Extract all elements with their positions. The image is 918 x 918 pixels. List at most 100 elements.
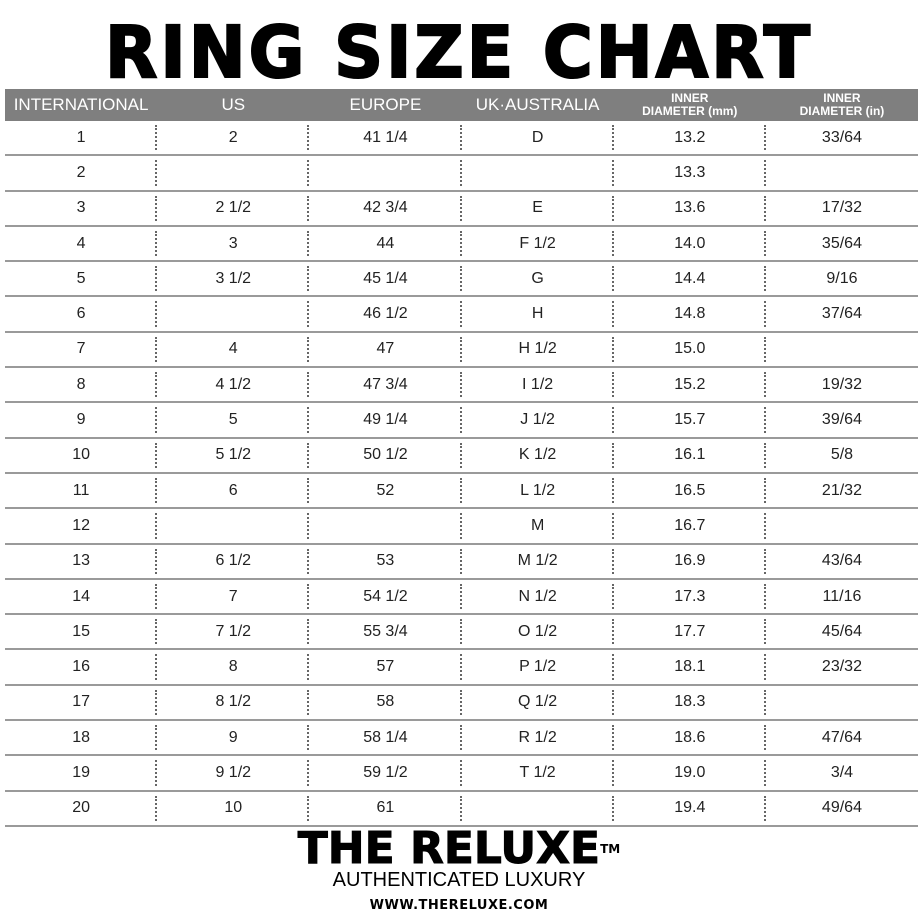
header-label: DIAMETER (in) (799, 104, 885, 118)
brand-logo: THE RELUXETM AUTHENTICATED LUXURY WWW.TH… (0, 823, 918, 913)
cell-international: 9 (5, 403, 158, 436)
cell-us: 2 (157, 121, 310, 154)
cell-uk-australia: T 1/2 (462, 756, 614, 789)
table-row: 10 5 1/2 50 1/2 K 1/2 16.1 5/8 (5, 439, 918, 474)
cell-uk-australia: J 1/2 (462, 403, 614, 436)
table-header: INTERNATIONAL US EUROPE UK·AUSTRALIA INNER DI… (5, 89, 918, 121)
cell-europe: 47 (309, 333, 462, 366)
cell-europe (309, 156, 462, 189)
cell-uk-australia: H (462, 297, 614, 330)
cell-diameter-in: 39/64 (821, 411, 862, 429)
cell-europe: 55 3/4 (309, 615, 462, 648)
cell-diameter-in: 19/32 (821, 375, 862, 393)
header-label: INTERNATIONAL (13, 95, 149, 114)
cell-us: 5 (157, 403, 310, 436)
cell-diameter-mm: 16.9 (614, 545, 767, 578)
cell-diameter-in (766, 509, 918, 542)
cell-uk-australia: N 1/2 (462, 580, 614, 613)
cell-uk-australia: P 1/2 (462, 650, 614, 683)
cell-diameter-in: 23/32 (821, 658, 862, 676)
cell-us: 3 1/2 (157, 262, 310, 295)
cell-diameter-mm: 16.1 (614, 439, 767, 472)
cell-uk-australia: E (462, 192, 614, 225)
cell-europe: 59 1/2 (309, 756, 462, 789)
cell-diameter-in: 3/4 (830, 763, 854, 781)
cell-europe (309, 509, 462, 542)
cell-us: 7 1/2 (157, 615, 310, 648)
cell-international: 8 (5, 368, 158, 401)
trademark: TM (600, 842, 621, 856)
cell-uk-australia: K 1/2 (462, 439, 614, 472)
cell-diameter-mm: 13.3 (614, 156, 767, 189)
table-row: 20 10 61 19.4 49/64 (5, 792, 918, 827)
cell-international: 4 (5, 227, 158, 260)
header-us: US (157, 89, 309, 121)
cell-international: 3 (5, 192, 158, 225)
cell-europe: 58 (309, 686, 462, 719)
table-row: 15 7 1/2 55 3/4 O 1/2 17.7 45/64 (5, 615, 918, 651)
cell-us: 4 1/2 (157, 368, 310, 401)
cell-uk-australia: Q 1/2 (462, 686, 614, 719)
table-row: 12 M 16.7 (5, 509, 918, 545)
size-table: 1 2 41 1/4 D 13.2 33/64 2 13.3 3 2 1/2 42 3/4 E 13.6… (5, 121, 918, 827)
cell-us: 9 (157, 721, 310, 754)
cell-uk-australia: D (462, 121, 614, 154)
cell-diameter-in (766, 686, 918, 719)
cell-europe: 49 1/4 (309, 403, 462, 436)
table-row: 19 9 1/2 59 1/2 T 1/2 19.0 3/4 (5, 756, 918, 792)
cell-uk-australia: O 1/2 (462, 615, 614, 648)
brand-name: THE RELUXE (297, 823, 601, 874)
header-label: EUROPE (349, 95, 422, 114)
cell-europe: 52 (309, 474, 462, 507)
cell-europe: 57 (309, 650, 462, 683)
cell-diameter-in (766, 156, 918, 189)
cell-uk-australia: L 1/2 (462, 474, 614, 507)
cell-diameter-mm: 18.3 (614, 686, 767, 719)
cell-europe: 44 (309, 227, 462, 260)
cell-us: 9 1/2 (157, 756, 310, 789)
cell-europe: 42 3/4 (309, 192, 462, 225)
header-diameter-mm: INNER DIAMETER (mm) (614, 89, 766, 121)
cell-international: 6 (5, 297, 158, 330)
header-label: DIAMETER (mm) (642, 104, 738, 118)
cell-uk-australia: F 1/2 (462, 227, 614, 260)
cell-uk-australia (462, 792, 614, 825)
cell-diameter-in (766, 333, 918, 366)
cell-uk-australia: I 1/2 (462, 368, 614, 401)
table-row: 14 7 54 1/2 N 1/2 17.3 11/16 (5, 580, 918, 616)
cell-international: 19 (5, 756, 158, 789)
cell-europe: 54 1/2 (309, 580, 462, 613)
table-row: 13 6 1/2 53 M 1/2 16.9 43/64 (5, 545, 918, 580)
table-row: 4 3 44 F 1/2 14.0 35/64 (5, 227, 918, 263)
website-link[interactable]: WWW.THERELUXE.COM (369, 898, 549, 913)
cell-diameter-mm: 16.5 (614, 474, 767, 507)
cell-diameter-in: 11/16 (822, 587, 862, 605)
cell-international: 14 (5, 580, 158, 613)
header-europe: EUROPE (309, 89, 461, 121)
cell-us: 6 (157, 474, 310, 507)
header-diameter-in: INNER DIAMETER (in) (766, 89, 918, 121)
table-row: 17 8 1/2 58 Q 1/2 18.3 (5, 686, 918, 722)
cell-us: 5 1/2 (157, 439, 310, 472)
cell-diameter-mm: 15.0 (614, 333, 767, 366)
cell-diameter-mm: 15.2 (614, 368, 767, 401)
cell-us (157, 156, 310, 189)
page-title: RING SIZE CHART (104, 11, 813, 96)
cell-us: 8 (157, 650, 310, 683)
header-label: INNER (823, 91, 861, 105)
cell-international: 20 (5, 792, 158, 825)
brand-tagline: AUTHENTICATED LUXURY (332, 869, 586, 891)
cell-uk-australia: H 1/2 (462, 333, 614, 366)
cell-us: 10 (157, 792, 310, 825)
cell-international: 5 (5, 262, 158, 295)
cell-diameter-mm: 13.2 (614, 121, 767, 154)
cell-international: 1 (5, 121, 158, 154)
cell-europe: 47 3/4 (309, 368, 462, 401)
table-row: 9 5 49 1/4 J 1/2 15.7 39/64 (5, 403, 918, 439)
cell-diameter-mm: 14.4 (614, 262, 767, 295)
cell-diameter-in: 49/64 (821, 799, 862, 817)
cell-international: 12 (5, 509, 158, 542)
